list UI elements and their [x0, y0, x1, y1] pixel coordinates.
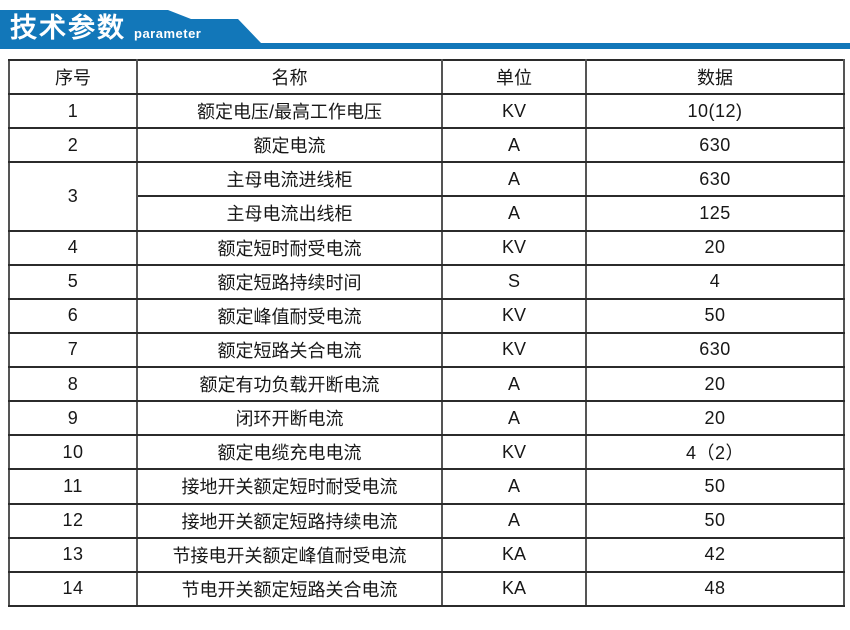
- cell-value: 48: [585, 570, 845, 608]
- cell-value: 20: [585, 229, 845, 266]
- cell-value: 50: [585, 468, 845, 505]
- cell-value: 20: [585, 365, 845, 403]
- cell-unit: KA: [441, 570, 587, 608]
- cell-unit: A: [441, 400, 587, 437]
- cell-value: 10(12): [585, 92, 845, 130]
- cell-unit: A: [441, 365, 587, 403]
- cell-name: 额定电缆充电电流: [136, 434, 443, 471]
- cell-unit: A: [441, 502, 587, 539]
- cell-unit: KV: [441, 434, 587, 471]
- header-no: 序号: [8, 59, 138, 95]
- cell-name: 额定短时耐受电流: [136, 229, 443, 266]
- cell-no: 14: [8, 570, 138, 608]
- cell-unit: KV: [441, 331, 587, 369]
- table-row: 11 接地开关额定短时耐受电流 A 50: [8, 468, 845, 505]
- table-row: 12 接地开关额定短路持续电流 A 50: [8, 502, 845, 539]
- cell-name: 额定峰值耐受电流: [136, 297, 443, 334]
- cell-no: 12: [8, 502, 138, 539]
- table-row: 5 额定短路持续时间 S 4: [8, 263, 845, 300]
- cell-no: 2: [8, 127, 138, 164]
- table-row: 9 闭环开断电流 A 20: [8, 400, 845, 437]
- section-banner: 技术参数 parameter: [0, 0, 850, 52]
- cell-name: 接地开关额定短时耐受电流: [136, 468, 443, 505]
- cell-no: 8: [8, 365, 138, 403]
- cell-name: 额定有功负载开断电流: [136, 365, 443, 403]
- cell-value: 20: [585, 400, 845, 437]
- cell-unit: A: [441, 195, 587, 232]
- cell-name: 额定电流: [136, 127, 443, 164]
- cell-unit: KV: [441, 229, 587, 266]
- cell-name: 额定短路关合电流: [136, 331, 443, 369]
- table-header-row: 序号 名称 单位 数据: [8, 59, 845, 95]
- cell-value: 42: [585, 536, 845, 573]
- table-row: 3 主母电流进线柜 A 630: [8, 161, 845, 232]
- cell-name: 节电开关额定短路关合电流: [136, 570, 443, 608]
- cell-no: 7: [8, 331, 138, 369]
- cell-no: 10: [8, 434, 138, 471]
- cell-no: 13: [8, 536, 138, 573]
- section-subtitle: parameter: [134, 26, 202, 41]
- table-row: 4 额定短时耐受电流 KV 20: [8, 229, 845, 266]
- table-row: 10 额定电缆充电电流 KV 4（2）: [8, 434, 845, 471]
- table-row: 1 额定电压/最高工作电压 KV 10(12): [8, 92, 845, 130]
- header-name: 名称: [136, 59, 443, 95]
- table-row: 主母电流出线柜 A 125: [9, 195, 845, 232]
- table-row: 8 额定有功负载开断电流 A 20: [8, 365, 845, 403]
- cell-name: 额定电压/最高工作电压: [136, 92, 443, 130]
- banner-ribbon-shape: [0, 10, 850, 49]
- cell-unit: A: [441, 468, 587, 505]
- section-title: 技术参数: [10, 13, 126, 43]
- cell-value: 4: [585, 263, 845, 300]
- cell-no: 11: [8, 468, 138, 505]
- header-unit: 单位: [441, 59, 587, 95]
- table-row: 7 额定短路关合电流 KV 630: [8, 331, 845, 369]
- table-row: 14 节电开关额定短路关合电流 KA 48: [8, 570, 845, 608]
- cell-no: 1: [8, 92, 138, 130]
- cell-unit: A: [441, 161, 587, 198]
- cell-value: 50: [585, 502, 845, 539]
- cell-value: 50: [585, 297, 845, 334]
- cell-no: 9: [8, 400, 138, 437]
- table-row: 2 额定电流 A 630: [8, 127, 845, 164]
- cell-name: 主母电流出线柜: [136, 195, 443, 232]
- cell-name: 闭环开断电流: [136, 400, 443, 437]
- parameters-table: 序号 名称 单位 数据 1 额定电压/最高工作电压 KV 10(12) 2 额定…: [8, 59, 845, 608]
- cell-no: 6: [8, 297, 138, 334]
- cell-no: 4: [8, 229, 138, 266]
- cell-name: 接地开关额定短路持续电流: [136, 502, 443, 539]
- cell-name: 主母电流进线柜: [136, 161, 443, 198]
- cell-no-merged: 3: [8, 161, 138, 232]
- cell-value: 630: [585, 127, 845, 164]
- cell-unit: KA: [441, 536, 587, 573]
- header-value: 数据: [585, 59, 845, 95]
- cell-value: 630: [585, 331, 845, 369]
- cell-value: 4（2）: [585, 434, 845, 471]
- cell-name: 额定短路持续时间: [136, 263, 443, 300]
- cell-unit: A: [441, 127, 587, 164]
- table-row: 6 额定峰值耐受电流 KV 50: [8, 297, 845, 334]
- cell-unit: KV: [441, 297, 587, 334]
- table-row: 13 节接电开关额定峰值耐受电流 KA 42: [8, 536, 845, 573]
- cell-value: 125: [585, 195, 845, 232]
- cell-unit: KV: [441, 92, 587, 130]
- cell-name: 节接电开关额定峰值耐受电流: [136, 536, 443, 573]
- cell-no: 5: [8, 263, 138, 300]
- cell-value: 630: [585, 161, 845, 198]
- cell-unit: S: [441, 263, 587, 300]
